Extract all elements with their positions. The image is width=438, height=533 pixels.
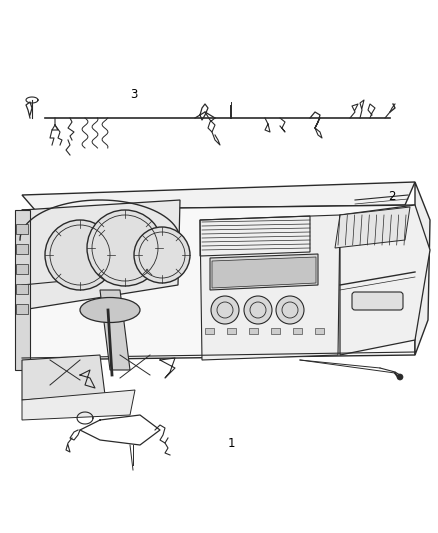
Polygon shape [15, 210, 30, 370]
Polygon shape [22, 182, 415, 210]
Polygon shape [340, 205, 430, 355]
Circle shape [276, 296, 304, 324]
Bar [16, 284, 28, 294]
Circle shape [397, 374, 403, 380]
Polygon shape [22, 200, 180, 310]
Bar [293, 328, 302, 334]
Bar [16, 264, 28, 274]
FancyBboxPatch shape [352, 292, 403, 310]
Polygon shape [22, 205, 415, 360]
Ellipse shape [80, 297, 140, 322]
Text: 2: 2 [388, 190, 396, 203]
Bar [227, 328, 236, 334]
Bar [271, 328, 280, 334]
Polygon shape [210, 254, 318, 290]
Polygon shape [100, 290, 130, 370]
Bar [16, 224, 28, 234]
Polygon shape [415, 182, 430, 355]
Polygon shape [22, 390, 135, 420]
Polygon shape [200, 215, 340, 360]
Polygon shape [22, 355, 105, 400]
Circle shape [45, 220, 115, 290]
Circle shape [211, 296, 239, 324]
Bar [16, 244, 28, 254]
Text: 3: 3 [130, 88, 137, 101]
Bar [205, 328, 214, 334]
Bar [249, 328, 258, 334]
Text: 1: 1 [227, 437, 235, 450]
Circle shape [87, 210, 163, 286]
Circle shape [244, 296, 272, 324]
Bar [315, 328, 324, 334]
Polygon shape [212, 257, 316, 288]
Circle shape [134, 227, 190, 283]
Bar [16, 304, 28, 314]
Polygon shape [335, 207, 410, 248]
